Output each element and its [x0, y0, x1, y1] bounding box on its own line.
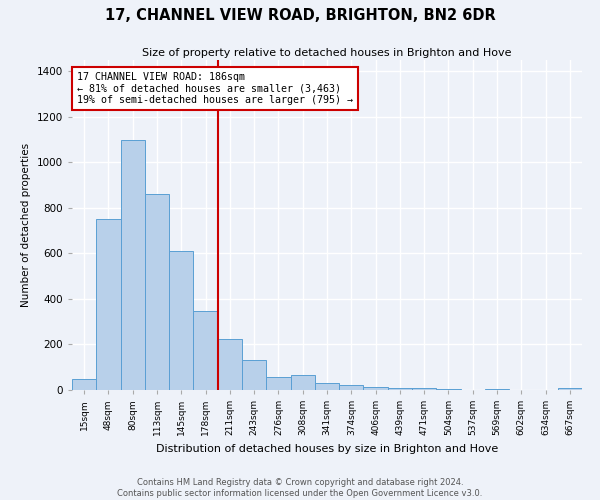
- Bar: [436, 389, 461, 390]
- Bar: [266, 378, 290, 390]
- Bar: [315, 383, 339, 390]
- Bar: [72, 378, 96, 390]
- Bar: [242, 360, 266, 390]
- Bar: [121, 140, 145, 390]
- Bar: [364, 386, 388, 390]
- Bar: [412, 388, 436, 390]
- Title: Size of property relative to detached houses in Brighton and Hove: Size of property relative to detached ho…: [142, 48, 512, 58]
- Bar: [96, 220, 121, 390]
- Text: 17 CHANNEL VIEW ROAD: 186sqm
← 81% of detached houses are smaller (3,463)
19% of: 17 CHANNEL VIEW ROAD: 186sqm ← 81% of de…: [77, 72, 353, 105]
- X-axis label: Distribution of detached houses by size in Brighton and Hove: Distribution of detached houses by size …: [156, 444, 498, 454]
- Bar: [388, 388, 412, 390]
- Bar: [218, 339, 242, 390]
- Bar: [558, 388, 582, 390]
- Bar: [290, 375, 315, 390]
- Y-axis label: Number of detached properties: Number of detached properties: [21, 143, 31, 307]
- Bar: [339, 386, 364, 390]
- Bar: [145, 194, 169, 390]
- Text: Contains HM Land Registry data © Crown copyright and database right 2024.
Contai: Contains HM Land Registry data © Crown c…: [118, 478, 482, 498]
- Bar: [169, 251, 193, 390]
- Text: 17, CHANNEL VIEW ROAD, BRIGHTON, BN2 6DR: 17, CHANNEL VIEW ROAD, BRIGHTON, BN2 6DR: [104, 8, 496, 22]
- Bar: [193, 312, 218, 390]
- Bar: [485, 389, 509, 390]
